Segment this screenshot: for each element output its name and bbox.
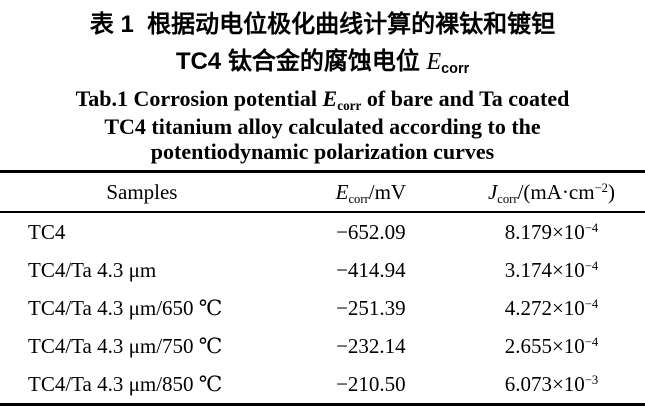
table-header-row: Samples Ecorr/mV Jcorr/(mA·cm−2) xyxy=(0,171,645,213)
sample-name: TC4/Ta 4.3 μm xyxy=(28,257,157,282)
table-row: TC4/Ta 4.3 μm/850 ℃ −210.50 6.073×10−3 xyxy=(0,365,645,405)
jcorr-value: 4.272×10−4 xyxy=(458,289,645,327)
jcorr-exponent: −4 xyxy=(584,334,599,349)
caption-en-line1-pre: Tab.1 Corrosion potential xyxy=(75,86,323,111)
table-row: TC4 −652.09 8.179×10−4 xyxy=(0,212,645,251)
table-caption-english: Tab.1 Corrosion potential Ecorr of bare … xyxy=(0,86,645,164)
jcorr-unit-exponent: −2 xyxy=(594,180,608,195)
caption-zh-line2-text: TC4 钛合金的腐蚀电位 xyxy=(175,48,427,75)
sample-name: TC4/Ta 4.3 μm/850 ℃ xyxy=(28,371,223,396)
table-row: TC4/Ta 4.3 μm/650 ℃ −251.39 4.272×10−4 xyxy=(0,289,645,327)
caption-en-line3: potentiodynamic polarization curves xyxy=(150,139,495,164)
ecorr-symbol: E xyxy=(426,49,442,75)
table-caption-chinese: 表 1 根据动电位极化曲线计算的裸钛和镀钽 TC4 钛合金的腐蚀电位 Ecorr xyxy=(0,0,645,84)
ecorr-value: −232.14 xyxy=(336,333,406,358)
jcorr-symbol-subscript: corr xyxy=(497,191,518,206)
jcorr-exponent: −4 xyxy=(584,220,599,235)
sample-name: TC4/Ta 4.3 μm/750 ℃ xyxy=(28,333,223,358)
caption-zh-line1: 表 1 根据动电位极化曲线计算的裸钛和镀钽 xyxy=(89,11,556,38)
ecorr-value: −210.50 xyxy=(336,371,406,396)
jcorr-symbol: J xyxy=(487,179,498,204)
caption-en-line1: Tab.1 Corrosion potential Ecorr of bare … xyxy=(0,86,645,114)
jcorr-value: 3.174×10−4 xyxy=(458,251,645,289)
table-row: TC4/Ta 4.3 μm −414.94 3.174×10−4 xyxy=(0,251,645,289)
ecorr-value: −414.94 xyxy=(336,257,406,282)
jcorr-value: 8.179×10−4 xyxy=(458,212,645,251)
ecorr-symbol-subscript: corr xyxy=(348,191,369,206)
sample-name: TC4 xyxy=(28,219,66,244)
jcorr-value: 6.073×10−3 xyxy=(458,365,645,405)
column-header-jcorr: Jcorr/(mA·cm−2) xyxy=(458,172,645,213)
caption-en-line2: TC4 titanium alloy calculated according … xyxy=(104,114,541,139)
jcorr-mantissa: 6.073×10 xyxy=(504,371,585,396)
ecorr-symbol: E xyxy=(322,86,338,111)
ecorr-symbol-subscript: corr xyxy=(441,61,470,77)
caption-zh-line2: TC4 钛合金的腐蚀电位 Ecorr xyxy=(0,43,645,84)
jcorr-exponent: −4 xyxy=(584,296,599,311)
jcorr-mantissa: 3.174×10 xyxy=(504,257,585,282)
jcorr-value: 2.655×10−4 xyxy=(458,327,645,365)
column-header-samples: Samples xyxy=(106,179,178,204)
ecorr-value: −652.09 xyxy=(336,219,406,244)
corrosion-data-table: Samples Ecorr/mV Jcorr/(mA·cm−2) TC4 −65… xyxy=(0,170,645,406)
ecorr-unit: /mV xyxy=(368,179,407,204)
jcorr-exponent: −3 xyxy=(584,372,599,387)
table-row: TC4/Ta 4.3 μm/750 ℃ −232.14 2.655×10−4 xyxy=(0,327,645,365)
jcorr-mantissa: 4.272×10 xyxy=(504,295,585,320)
jcorr-mantissa: 8.179×10 xyxy=(504,219,585,244)
jcorr-unit-close: ) xyxy=(607,179,615,204)
column-header-ecorr: Ecorr/mV xyxy=(284,172,458,213)
jcorr-mantissa: 2.655×10 xyxy=(504,333,585,358)
jcorr-exponent: −4 xyxy=(584,258,599,273)
sample-name: TC4/Ta 4.3 μm/650 ℃ xyxy=(28,295,223,320)
ecorr-value: −251.39 xyxy=(336,295,406,320)
jcorr-unit: /(mA·cm xyxy=(517,179,595,204)
caption-en-line1-post: of bare and Ta coated xyxy=(361,86,570,111)
ecorr-symbol-subscript: corr xyxy=(337,98,362,113)
ecorr-symbol: E xyxy=(335,179,349,204)
